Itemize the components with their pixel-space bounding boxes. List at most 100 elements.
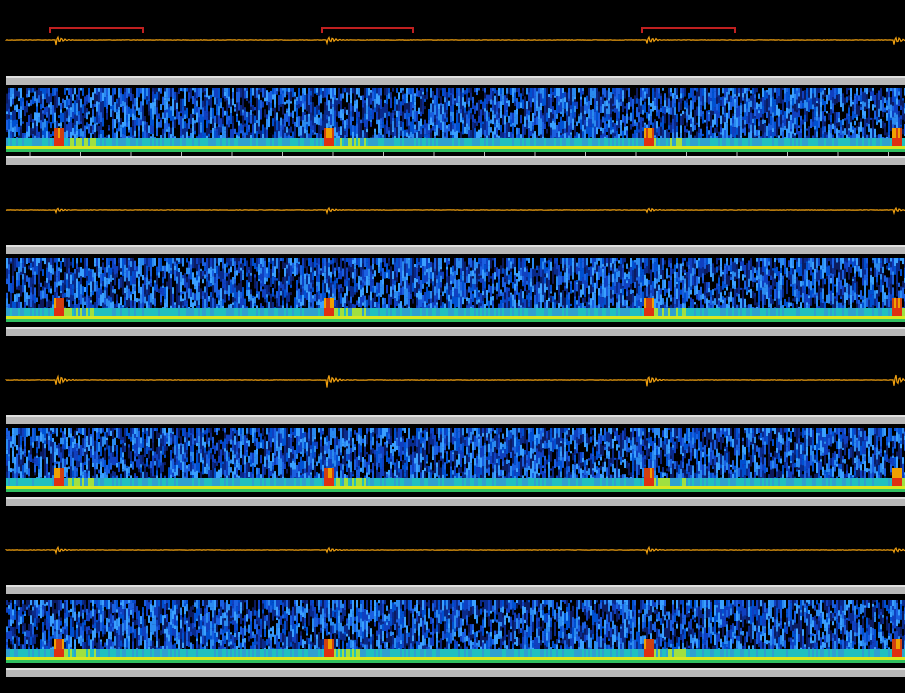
spectrogram-cell: [180, 88, 182, 91]
spectrogram-cell: [342, 94, 344, 99]
spectrogram-base: [410, 146, 412, 149]
spectrogram-cell: [242, 100, 244, 109]
spectrogram-cell: [744, 104, 746, 113]
spectrogram-cell: [150, 125, 152, 132]
spectrogram-cell: [568, 135, 570, 138]
spectrogram-cell: [324, 118, 326, 127]
spectrogram-cell: [378, 105, 380, 108]
spectrogram-base: [768, 146, 770, 149]
spectrogram-cell: [378, 123, 380, 134]
spectrogram-cell: [216, 127, 218, 130]
spectrogram-cell: [320, 112, 322, 118]
spectrogram-cell: [448, 98, 450, 101]
spectrogram-cell: [246, 98, 248, 101]
spectrogram-cell: [424, 120, 426, 127]
spectrogram-cell: [394, 136, 396, 138]
spectrogram-low-band: [210, 138, 212, 146]
spectrogram-low-band: [376, 138, 378, 146]
spectrogram-base-green: [236, 149, 238, 152]
spectrogram-cell: [130, 109, 132, 118]
spectrogram-cell: [756, 134, 758, 137]
spectrogram-low-band: [558, 138, 560, 146]
spectrogram-base: [506, 146, 508, 149]
spectrogram-base-green: [120, 149, 122, 152]
spectrogram-cell: [58, 118, 60, 123]
spectrogram-low-band: [640, 138, 642, 146]
spectrogram-cell: [108, 125, 110, 128]
spectrogram-low-band: [260, 138, 262, 146]
spectrogram-cell: [312, 88, 314, 97]
spectrogram-cell: [240, 105, 242, 116]
spectrogram-cell: [348, 114, 350, 119]
spectrogram-cell: [182, 129, 184, 132]
spectrogram-cell: [822, 111, 824, 119]
spectrogram-cell: [560, 112, 562, 115]
spectrogram-base: [204, 146, 206, 149]
spectrogram-low-band: [308, 138, 310, 146]
spectrogram-cell: [762, 120, 764, 125]
spectrogram-cell: [400, 93, 402, 101]
spectrogram-low-band: [670, 138, 672, 146]
spectrogram-cell: [154, 102, 156, 107]
spectrogram-base-green: [494, 149, 496, 152]
spectrogram-cell: [510, 132, 512, 138]
spectrogram-cell: [748, 88, 750, 91]
spectrogram-cell: [26, 88, 28, 94]
spectrogram-cell: [490, 105, 492, 108]
spectrogram-low-band: [782, 138, 784, 146]
spectrogram-cell: [390, 135, 392, 138]
spectrogram-cell: [596, 111, 598, 121]
spectrogram-cell: [728, 95, 730, 102]
spectrogram-cell: [870, 120, 872, 128]
spectrogram-base: [824, 146, 826, 149]
spectrogram-cell: [866, 109, 868, 118]
spectrogram-cell: [712, 128, 714, 134]
spectrogram-cell: [786, 88, 788, 92]
spectrogram-cell: [692, 132, 694, 138]
spectrogram-cell: [354, 137, 356, 139]
spectrogram-cell: [390, 98, 392, 109]
spectrogram-base: [448, 146, 450, 149]
spectrogram-low-band: [194, 138, 196, 146]
spectrogram-base: [188, 146, 190, 149]
spectrogram-cell: [532, 122, 534, 126]
spectrogram-base: [870, 146, 872, 149]
spectrogram-low-band: [742, 138, 744, 146]
spectrogram-cell: [648, 105, 650, 111]
spectrogram-cell: [774, 102, 776, 107]
spectrogram-cell: [420, 96, 422, 99]
spectrogram-cell: [224, 127, 226, 131]
spectrogram-cell: [116, 131, 118, 138]
spectrogram-cell: [820, 107, 822, 111]
spectrogram-cell: [762, 97, 764, 105]
spectrogram-cell: [658, 110, 660, 115]
spectrogram-low-band: [220, 138, 222, 146]
spectrogram-cell: [422, 95, 424, 105]
spectrogram-cell: [698, 116, 700, 127]
spectrogram-cell: [818, 104, 820, 115]
spectrogram-cell: [236, 92, 238, 103]
spectrogram-cell: [862, 92, 864, 102]
spectrogram-cell: [16, 105, 18, 113]
spectrogram-cell: [366, 114, 368, 120]
spectrogram-cell: [864, 128, 866, 135]
spectrogram-cell: [262, 102, 264, 108]
spectrogram-cell: [640, 88, 642, 97]
spectrogram-base: [542, 146, 544, 149]
spectrogram-cell: [72, 112, 74, 119]
spectrogram-cell: [594, 98, 596, 105]
spectrogram-cell: [738, 116, 740, 126]
spectrogram-cell: [352, 132, 354, 138]
spectrogram-cell: [272, 108, 274, 111]
spectrogram-cell: [528, 102, 530, 111]
spectrogram-base: [392, 146, 394, 149]
spectrogram-cell: [402, 131, 404, 138]
spectrogram-cell: [416, 132, 418, 138]
spectrogram-cell: [358, 107, 360, 112]
spectrogram-cell: [784, 137, 786, 138]
spectrogram-cell: [384, 125, 386, 135]
spectrogram-base-green: [214, 149, 216, 152]
spectrogram-cell: [742, 91, 744, 93]
spectrogram-base-green: [412, 149, 414, 152]
spectrogram-cell: [562, 98, 564, 109]
